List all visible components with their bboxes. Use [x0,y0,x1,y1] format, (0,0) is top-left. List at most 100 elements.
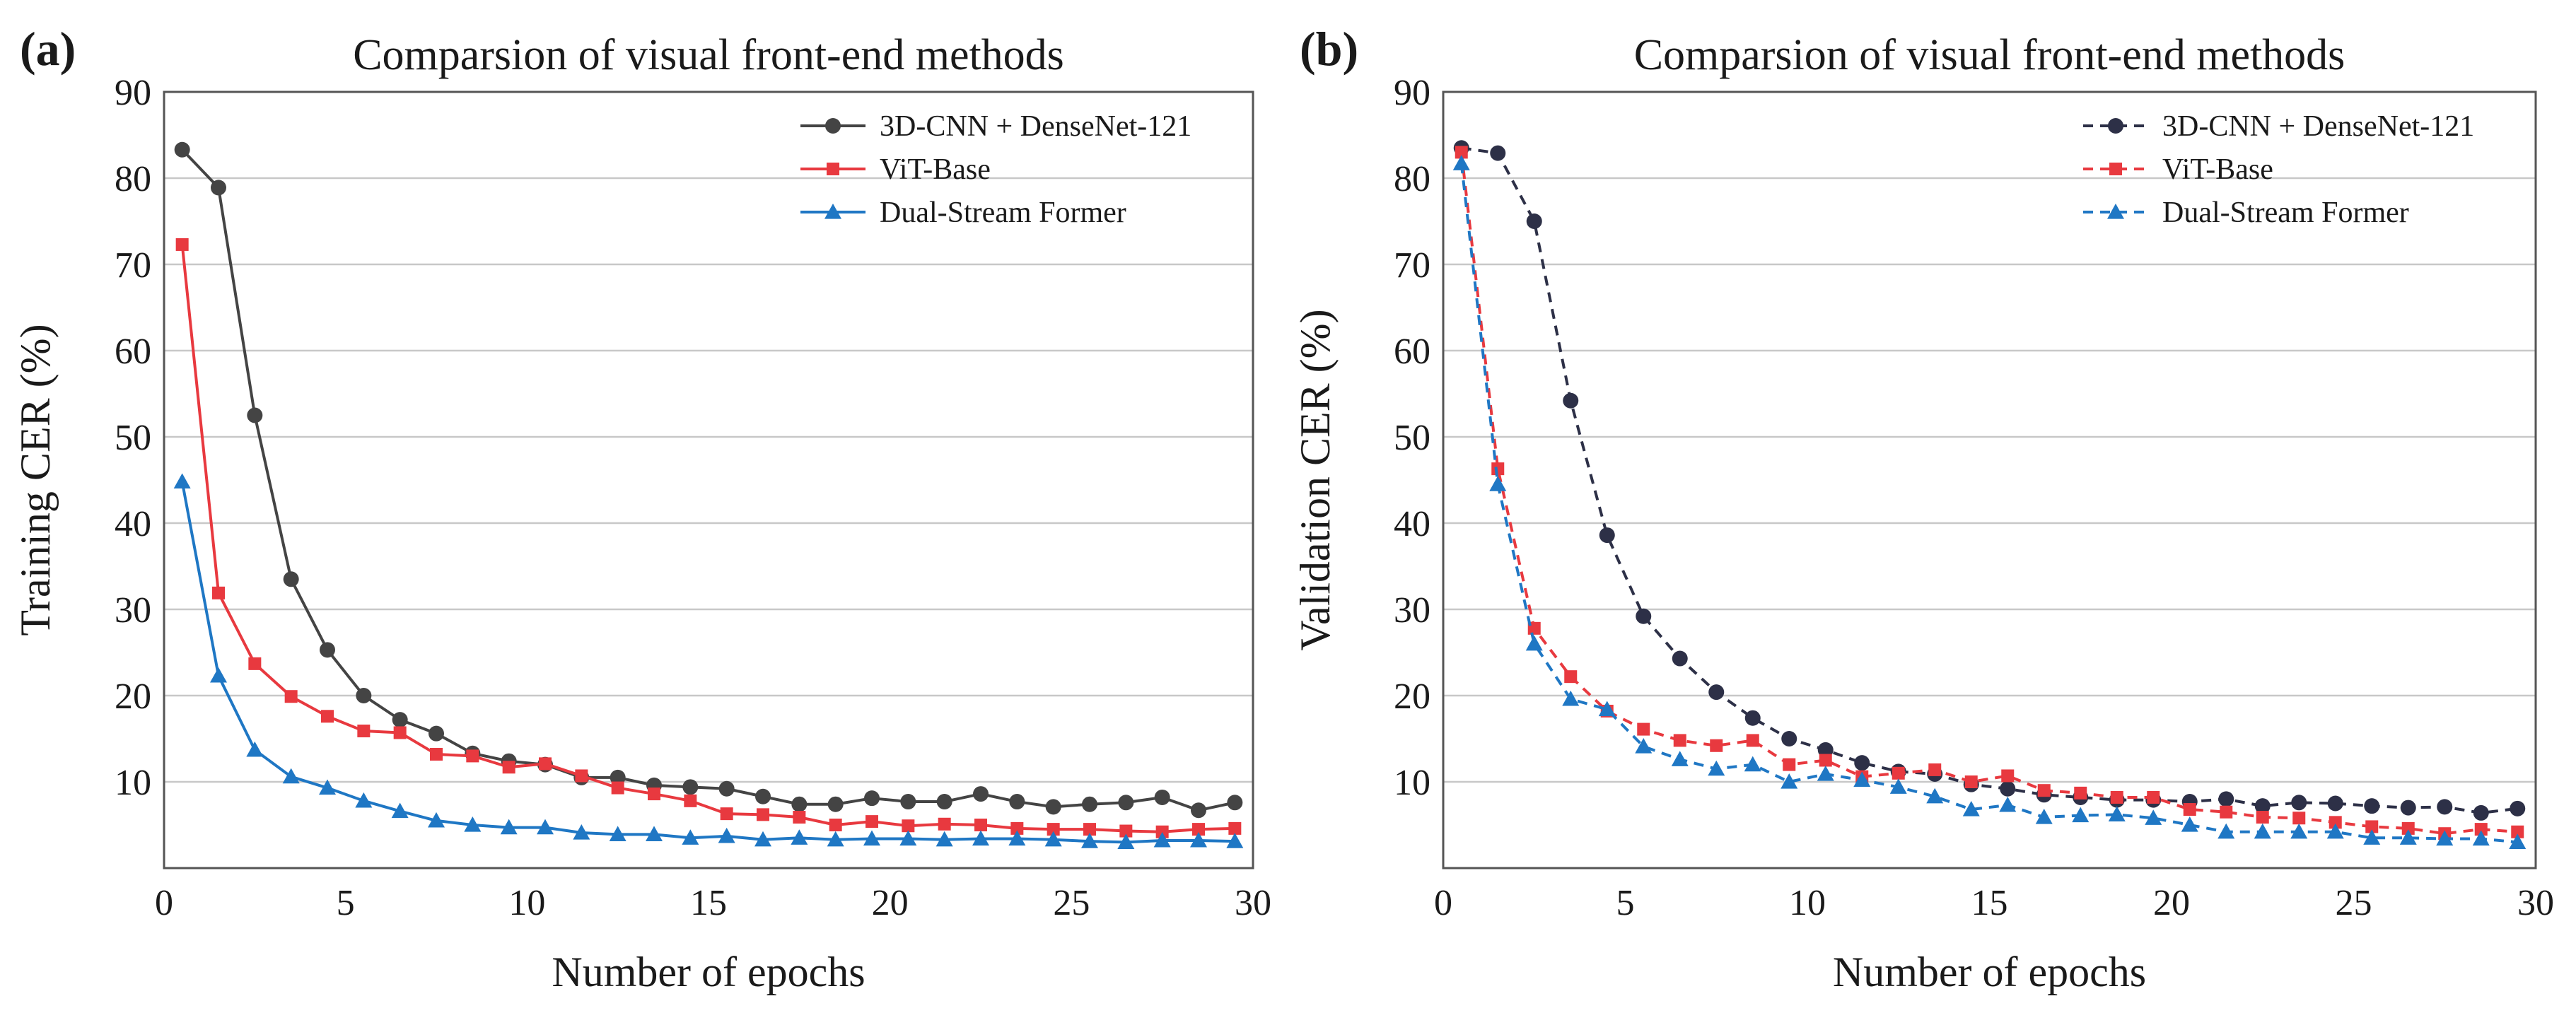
data-point [1999,796,2017,812]
data-point [1047,823,1060,836]
data-point [1672,650,1688,667]
data-point [2000,780,2016,797]
data-point [609,826,626,842]
data-point [1853,771,1871,787]
x-tick-label: 15 [1971,883,2008,923]
data-point [1637,722,1650,736]
panel-label: (b) [1300,22,1358,76]
data-point [2110,790,2123,804]
series-line [1459,163,2518,844]
data-point [1226,833,1244,848]
y-axis-label: Validation CER (%) [1292,309,1339,650]
data-point [2108,806,2126,821]
data-point [2329,816,2342,829]
y-tick-label: 30 [115,590,151,631]
data-point [1892,766,1905,780]
legend-label: Dual-Stream Former [880,197,1126,229]
data-point [974,819,987,831]
data-point [2510,800,2526,816]
data-point [1819,754,1832,767]
data-point [2399,829,2417,845]
data-point [1045,799,1061,815]
data-point [2001,769,2015,783]
data-point [1228,821,1242,835]
data-point [2436,830,2454,846]
data-point [2074,786,2087,800]
data-point [466,749,479,763]
series-vit-base [1455,146,2524,841]
x-tick-label: 5 [337,883,355,923]
y-tick-label: 70 [1394,245,1430,286]
data-point [575,769,588,783]
y-tick-label: 20 [1394,677,1430,717]
legend-marker [2107,204,2124,219]
data-point [720,807,733,821]
y-tick-label: 60 [1394,332,1430,372]
x-tick-label: 5 [1616,883,1635,923]
data-point [1599,527,1615,544]
data-point [866,815,878,828]
data-point [1190,831,1207,848]
data-point [392,712,408,728]
data-point [247,407,263,423]
data-point [174,141,190,158]
data-point [356,688,372,703]
legend-label: 3D-CNN + DenseNet-121 [880,110,1191,143]
data-point [973,786,989,802]
data-point [391,802,409,819]
x-tick-label: 20 [872,883,909,923]
data-point [2217,823,2235,839]
data-point [1118,795,1134,811]
data-point [248,657,262,670]
data-point [2290,823,2308,839]
x-tick-label: 20 [2153,883,2190,923]
data-point [1671,751,1689,766]
series-line [180,244,1235,833]
x-tick-label: 30 [2517,883,2554,923]
data-point [648,787,660,801]
data-point [502,761,515,774]
data-point [1928,763,1942,776]
data-point [1082,796,1097,812]
data-point [1710,739,1723,752]
data-point [754,831,771,847]
data-point [539,757,552,771]
data-point [393,726,407,739]
y-tick-label: 20 [115,677,151,717]
data-point [429,725,444,742]
data-point [212,586,225,599]
data-point [284,690,298,703]
data-point [936,831,953,847]
x-tick-label: 10 [1789,883,1826,923]
data-point [1964,775,1978,788]
y-tick-label: 80 [1394,159,1430,199]
data-point [283,571,299,587]
data-point [791,829,808,845]
data-point [1526,213,1542,229]
data-point [938,817,951,831]
data-point [2509,833,2527,849]
data-point [1490,145,1506,161]
data-point [321,710,334,723]
data-point [611,781,624,795]
data-point [500,819,518,835]
data-point [1192,823,1205,836]
x-tick-label: 15 [690,883,727,923]
plot-frame [1442,90,2537,869]
data-point [2183,803,2196,816]
y-tick-label: 10 [1394,763,1430,803]
legend-label: Dual-Stream Former [2162,197,2409,229]
data-point [1781,773,1798,789]
data-point [537,819,554,835]
data-point [899,830,917,846]
data-point [757,808,769,821]
data-point [2035,809,2053,824]
data-point [464,816,482,832]
data-point [1227,795,1243,811]
legend-label: ViT-Base [2162,153,2273,186]
y-tick-label: 50 [1394,418,1430,458]
data-point [175,238,189,251]
data-point [2474,823,2488,836]
data-point [2291,795,2307,811]
data-point [1744,710,1761,726]
